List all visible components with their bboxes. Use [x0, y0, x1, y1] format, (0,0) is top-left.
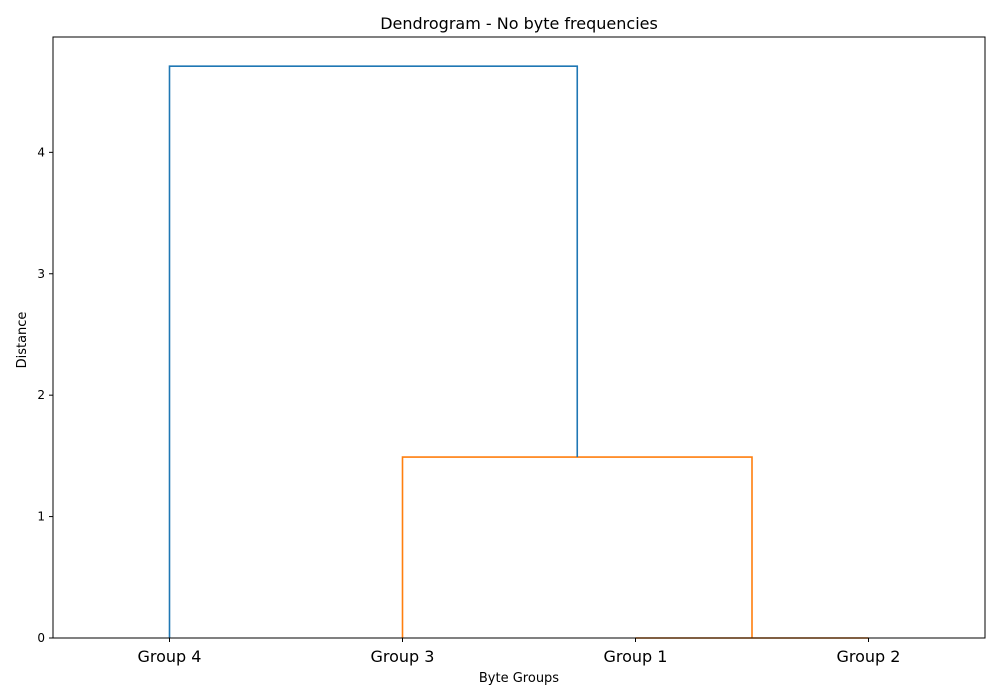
y-tick-label: 1	[37, 510, 45, 524]
y-tick-label: 4	[37, 145, 45, 159]
y-axis: 0 1 2 3 4	[37, 145, 53, 645]
chart-title: Dendrogram - No byte frequencies	[380, 14, 658, 33]
x-axis-label: Byte Groups	[479, 671, 559, 686]
dendrogram-link-2	[401, 456, 753, 638]
x-tick-label-group-2: Group 2	[837, 647, 901, 666]
y-tick-label: 0	[37, 631, 45, 645]
dendrogram-link-3	[168, 65, 579, 638]
y-axis-label: Distance	[15, 312, 30, 369]
dendrogram-links	[168, 65, 869, 639]
x-tick-label-group-3: Group 3	[371, 647, 435, 666]
x-tick-label-group-4: Group 4	[138, 647, 202, 666]
y-tick-label: 3	[37, 267, 45, 281]
x-tick-label-group-1: Group 1	[604, 647, 668, 666]
y-tick-label: 2	[37, 388, 45, 402]
plot-frame	[52, 36, 986, 639]
x-axis: Group 4 Group 3 Group 1 Group 2	[138, 638, 901, 666]
